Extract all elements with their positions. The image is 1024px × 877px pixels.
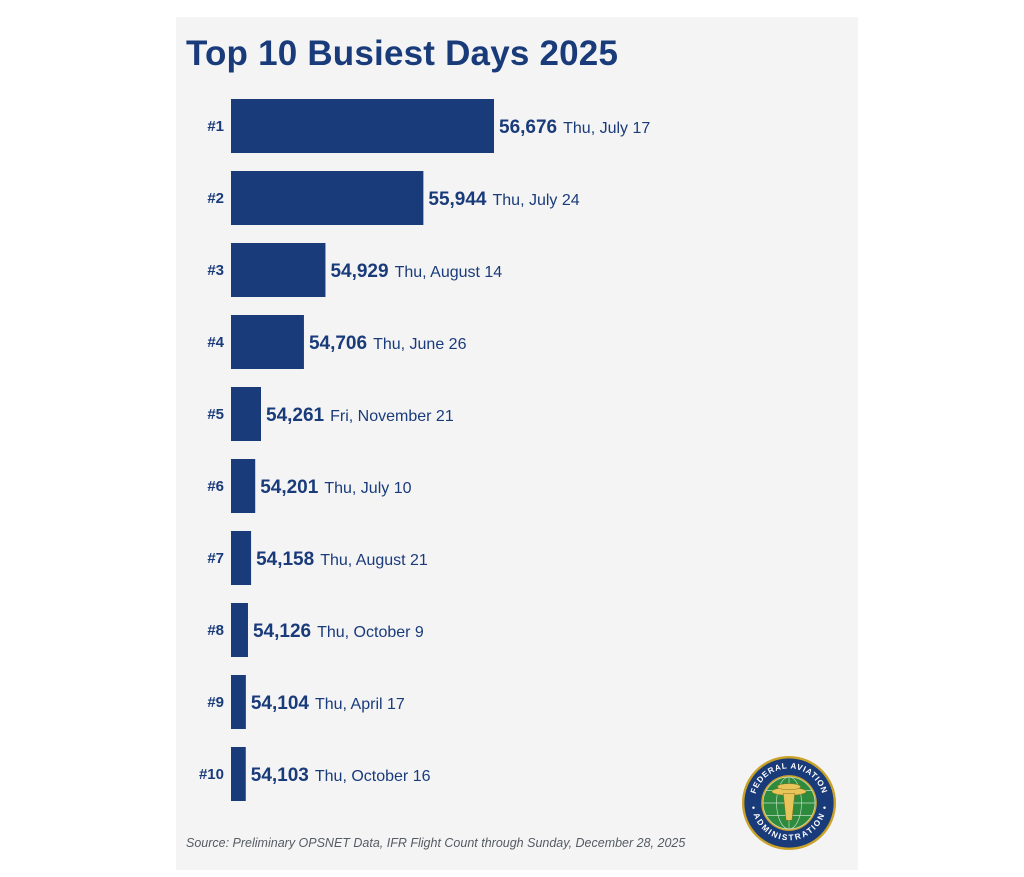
flight-count-label: 54,158 [256, 549, 314, 570]
date-label: Thu, July 10 [324, 480, 411, 497]
date-label: Thu, June 26 [373, 336, 467, 353]
rank-label: #2 [207, 190, 224, 207]
chart-title: Top 10 Busiest Days 2025 [186, 34, 619, 73]
faa-seal-logo: FEDERAL AVIATION ADMINISTRATION [741, 755, 837, 851]
bar-data-label: 56,676 Thu, July 17 [499, 117, 650, 138]
flight-count-label: 54,706 [309, 333, 367, 354]
bar [231, 603, 248, 657]
rank-label: #5 [207, 406, 224, 423]
rank-label: #9 [207, 694, 224, 711]
flight-count-label: 54,104 [251, 693, 310, 714]
date-label: Thu, August 14 [395, 264, 503, 281]
bar-data-label: 54,126 Thu, October 9 [253, 621, 424, 642]
rank-label: #7 [207, 550, 224, 567]
rank-label: #3 [207, 262, 224, 279]
rank-label: #6 [207, 478, 224, 495]
date-label: Thu, October 16 [315, 768, 431, 785]
date-label: Thu, July 17 [563, 120, 650, 137]
bar [231, 675, 246, 729]
bar [231, 99, 494, 153]
bar [231, 171, 424, 225]
flight-count-label: 54,201 [260, 477, 319, 498]
rank-label: #8 [207, 622, 224, 639]
flight-count-label: 54,126 [253, 621, 311, 642]
bar [231, 531, 252, 585]
flight-count-label: 54,261 [266, 405, 325, 426]
bar-data-label: 54,104 Thu, April 17 [251, 693, 405, 714]
bar [231, 747, 246, 801]
bar-data-label: 54,158 Thu, August 21 [256, 549, 428, 570]
rank-label: #10 [199, 766, 224, 783]
rank-label: #4 [207, 334, 224, 351]
bar [231, 315, 304, 369]
date-label: Thu, October 9 [317, 624, 424, 641]
date-label: Thu, July 24 [493, 192, 580, 209]
flight-count-label: 55,944 [428, 189, 487, 210]
bar-data-label: 54,103 Thu, October 16 [251, 765, 431, 786]
bar [231, 243, 326, 297]
flight-count-label: 54,929 [330, 261, 388, 282]
date-label: Thu, August 21 [320, 552, 428, 569]
flight-count-label: 54,103 [251, 765, 309, 786]
source-note: Source: Preliminary OPSNET Data, IFR Fli… [186, 836, 686, 850]
chart-panel [176, 17, 858, 870]
bar-data-label: 55,944 Thu, July 24 [428, 189, 579, 210]
bar-data-label: 54,201 Thu, July 10 [260, 477, 411, 498]
bar-data-label: 54,929 Thu, August 14 [330, 261, 502, 282]
rank-label: #1 [207, 118, 224, 135]
bar [231, 459, 256, 513]
bar-data-label: 54,706 Thu, June 26 [309, 333, 467, 354]
bar-data-label: 54,261 Fri, November 21 [266, 405, 454, 426]
bar [231, 387, 262, 441]
flight-count-label: 56,676 [499, 117, 557, 138]
date-label: Fri, November 21 [330, 408, 454, 425]
date-label: Thu, April 17 [315, 696, 405, 713]
